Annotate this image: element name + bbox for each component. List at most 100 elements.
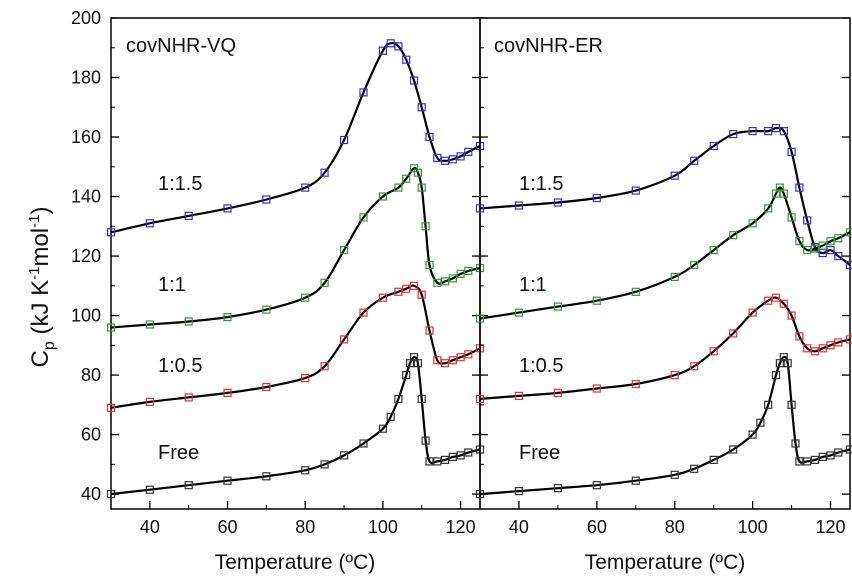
data-point [378,293,387,302]
data-point [803,216,812,225]
data-point [771,293,781,302]
data-point [433,278,442,287]
data-point [514,487,524,496]
data-point [386,412,395,421]
data-point [413,168,422,177]
x-axis-label-right: Temperature (ºC) [585,551,746,574]
data-point [475,204,485,213]
data-point [320,362,329,371]
y-tick-label: 200 [71,8,101,28]
data-point [320,168,329,177]
panel-title: covNHR-ER [494,35,603,57]
series-1-1-5 [475,123,852,270]
data-point [795,457,804,466]
data-point [764,204,773,213]
data-point [779,189,788,198]
data-point [795,237,804,246]
data-point [394,394,403,403]
data-point [464,350,473,359]
curve-label: 1:0.5 [158,355,202,377]
data-point [729,445,738,454]
data-point [409,281,419,290]
data-point [779,126,788,136]
data-point [709,455,718,464]
y-tick-label: 140 [71,187,101,207]
data-point [301,293,310,302]
data-point [402,55,411,64]
curve-label: Free [519,442,560,464]
data-point [223,204,232,213]
y-tick-label: 100 [71,306,101,326]
data-point [756,418,765,427]
data-point [359,88,368,97]
data-point [670,470,679,479]
data-point [359,213,368,222]
data-point [748,430,757,439]
data-point [448,274,457,283]
data-point [826,246,835,255]
data-point [818,241,827,250]
data-point [514,201,524,210]
data-point [834,448,843,457]
data-point [145,397,154,406]
data-point [433,153,442,162]
data-point [592,296,601,305]
data-point [440,156,450,165]
data-point [456,152,465,161]
data-point [631,287,640,296]
data-point [592,481,601,490]
data-point [440,359,450,368]
data-point [592,193,601,203]
data-point [818,344,827,353]
data-point [394,183,403,192]
curve-label: 1:1 [519,274,547,296]
data-point [448,155,457,164]
data-point [631,379,640,389]
y-tick-label: 60 [81,425,101,445]
data-point [553,198,563,207]
data-point [320,460,329,469]
data-point [764,296,773,305]
data-point [787,311,796,320]
fit-line [479,126,851,266]
data-point [834,252,843,261]
y-tick-label: 160 [71,127,101,147]
data-point [764,400,773,409]
x-tick-label: 120 [446,517,476,537]
curve-label: 1:1.5 [158,173,202,195]
curve-label: Free [158,442,199,464]
series-1-1 [106,164,485,332]
data-point [440,277,450,286]
data-point [845,228,852,237]
ylabel-main: C [27,350,54,367]
series-free [106,353,485,499]
x-tick-label: 80 [295,517,315,537]
data-point [475,394,485,403]
data-point [378,424,387,433]
data-point [340,451,349,460]
curve-label: 1:1.5 [519,173,563,195]
data-point [402,284,411,293]
ylabel-unit-1: (kJ K [27,280,54,341]
data-point [810,347,820,356]
ylabel-unit-2: mol [27,228,54,267]
data-point [475,314,485,323]
data-point [394,287,403,296]
data-point [421,436,430,445]
data-point [456,451,465,460]
data-point [340,335,349,344]
data-point [106,228,116,237]
data-point [803,457,812,466]
data-point [631,186,640,195]
series-free [475,353,852,499]
data-point [670,371,679,380]
data-point [670,171,679,180]
plot-frame [479,17,851,510]
data-point [834,338,843,347]
fit-line [110,166,481,329]
x-tick-label: 40 [140,517,160,537]
data-point [631,476,640,485]
data-point [779,299,788,308]
data-point [803,344,812,353]
